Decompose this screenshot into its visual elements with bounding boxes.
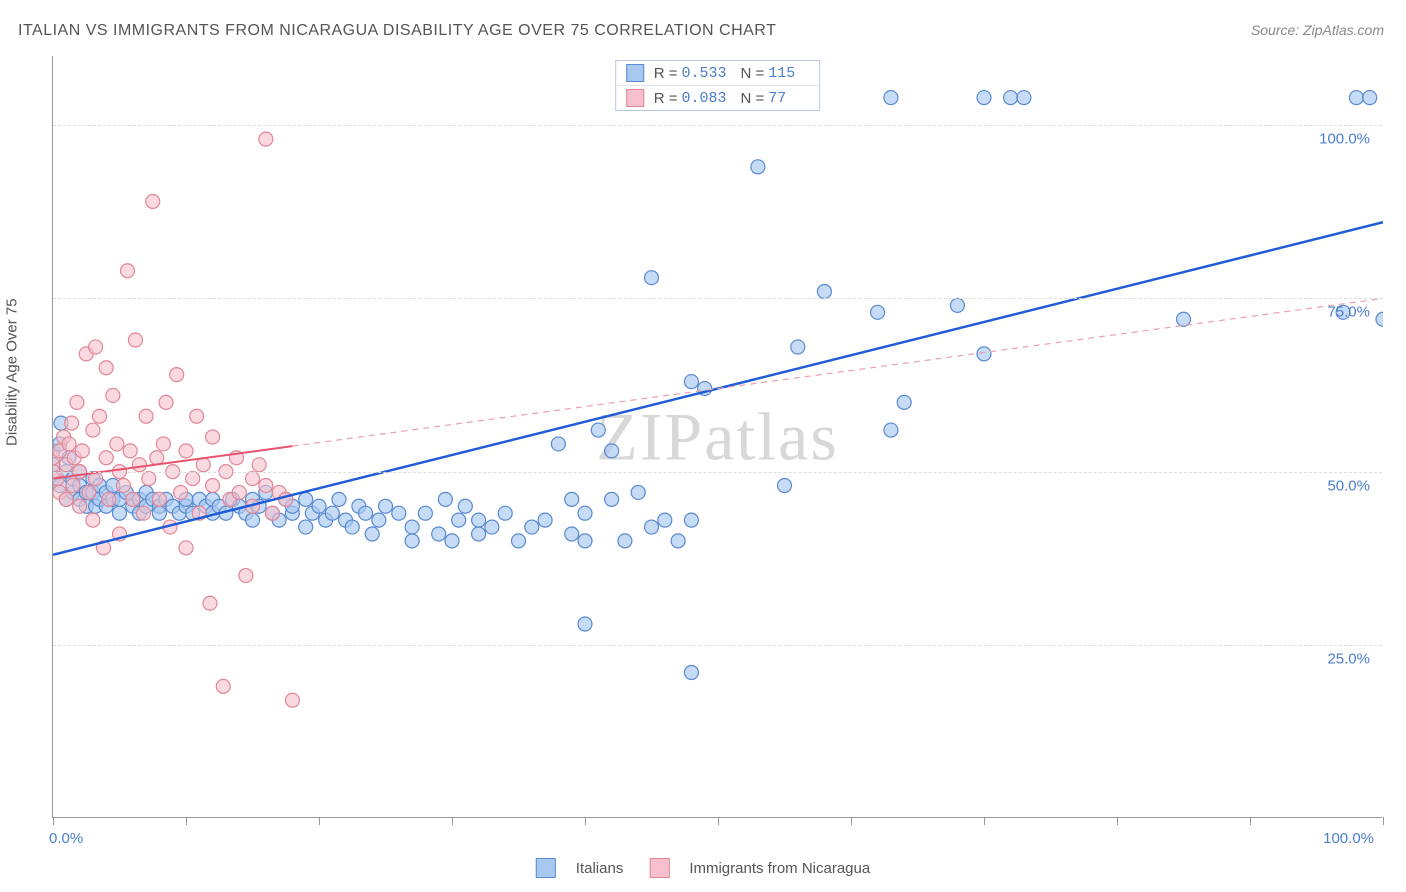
stats-legend: R = 0.533 N = 115 R = 0.083 N = 77: [615, 60, 821, 111]
r-label: R =: [654, 90, 678, 107]
x-axis-max-label: 100.0%: [1323, 830, 1374, 847]
swatch-pink-icon: [626, 89, 644, 107]
bottom-legend: Italians Immigrants from Nicaragua: [536, 858, 870, 878]
swatch-blue-icon: [536, 858, 556, 878]
swatch-blue-icon: [626, 64, 644, 82]
legend-label-nicaragua: Immigrants from Nicaragua: [689, 860, 870, 877]
n-label: N =: [741, 65, 765, 82]
y-tick-label: 75.0%: [1327, 304, 1370, 321]
plot-area: ZIPatlas R = 0.533 N = 115 R = 0.083 N =…: [52, 56, 1382, 818]
y-tick-label: 100.0%: [1319, 131, 1370, 148]
n-label: N =: [741, 90, 765, 107]
stats-row-italians: R = 0.533 N = 115: [616, 61, 820, 85]
n-value-italians: 115: [768, 65, 795, 82]
x-axis-min-label: 0.0%: [49, 830, 83, 847]
source-attribution: Source: ZipAtlas.com: [1251, 22, 1384, 38]
y-axis-title: Disability Age Over 75: [4, 298, 21, 446]
legend-label-italians: Italians: [576, 860, 624, 877]
stats-row-nicaragua: R = 0.083 N = 77: [616, 85, 820, 110]
r-label: R =: [654, 65, 678, 82]
y-tick-label: 50.0%: [1327, 477, 1370, 494]
r-value-nicaragua: 0.083: [681, 90, 726, 107]
y-tick-label: 25.0%: [1327, 650, 1370, 667]
n-value-nicaragua: 77: [768, 90, 786, 107]
swatch-pink-icon: [649, 858, 669, 878]
r-value-italians: 0.533: [681, 65, 726, 82]
chart-title: ITALIAN VS IMMIGRANTS FROM NICARAGUA DIS…: [18, 22, 776, 40]
scatter-canvas: [53, 56, 1383, 818]
